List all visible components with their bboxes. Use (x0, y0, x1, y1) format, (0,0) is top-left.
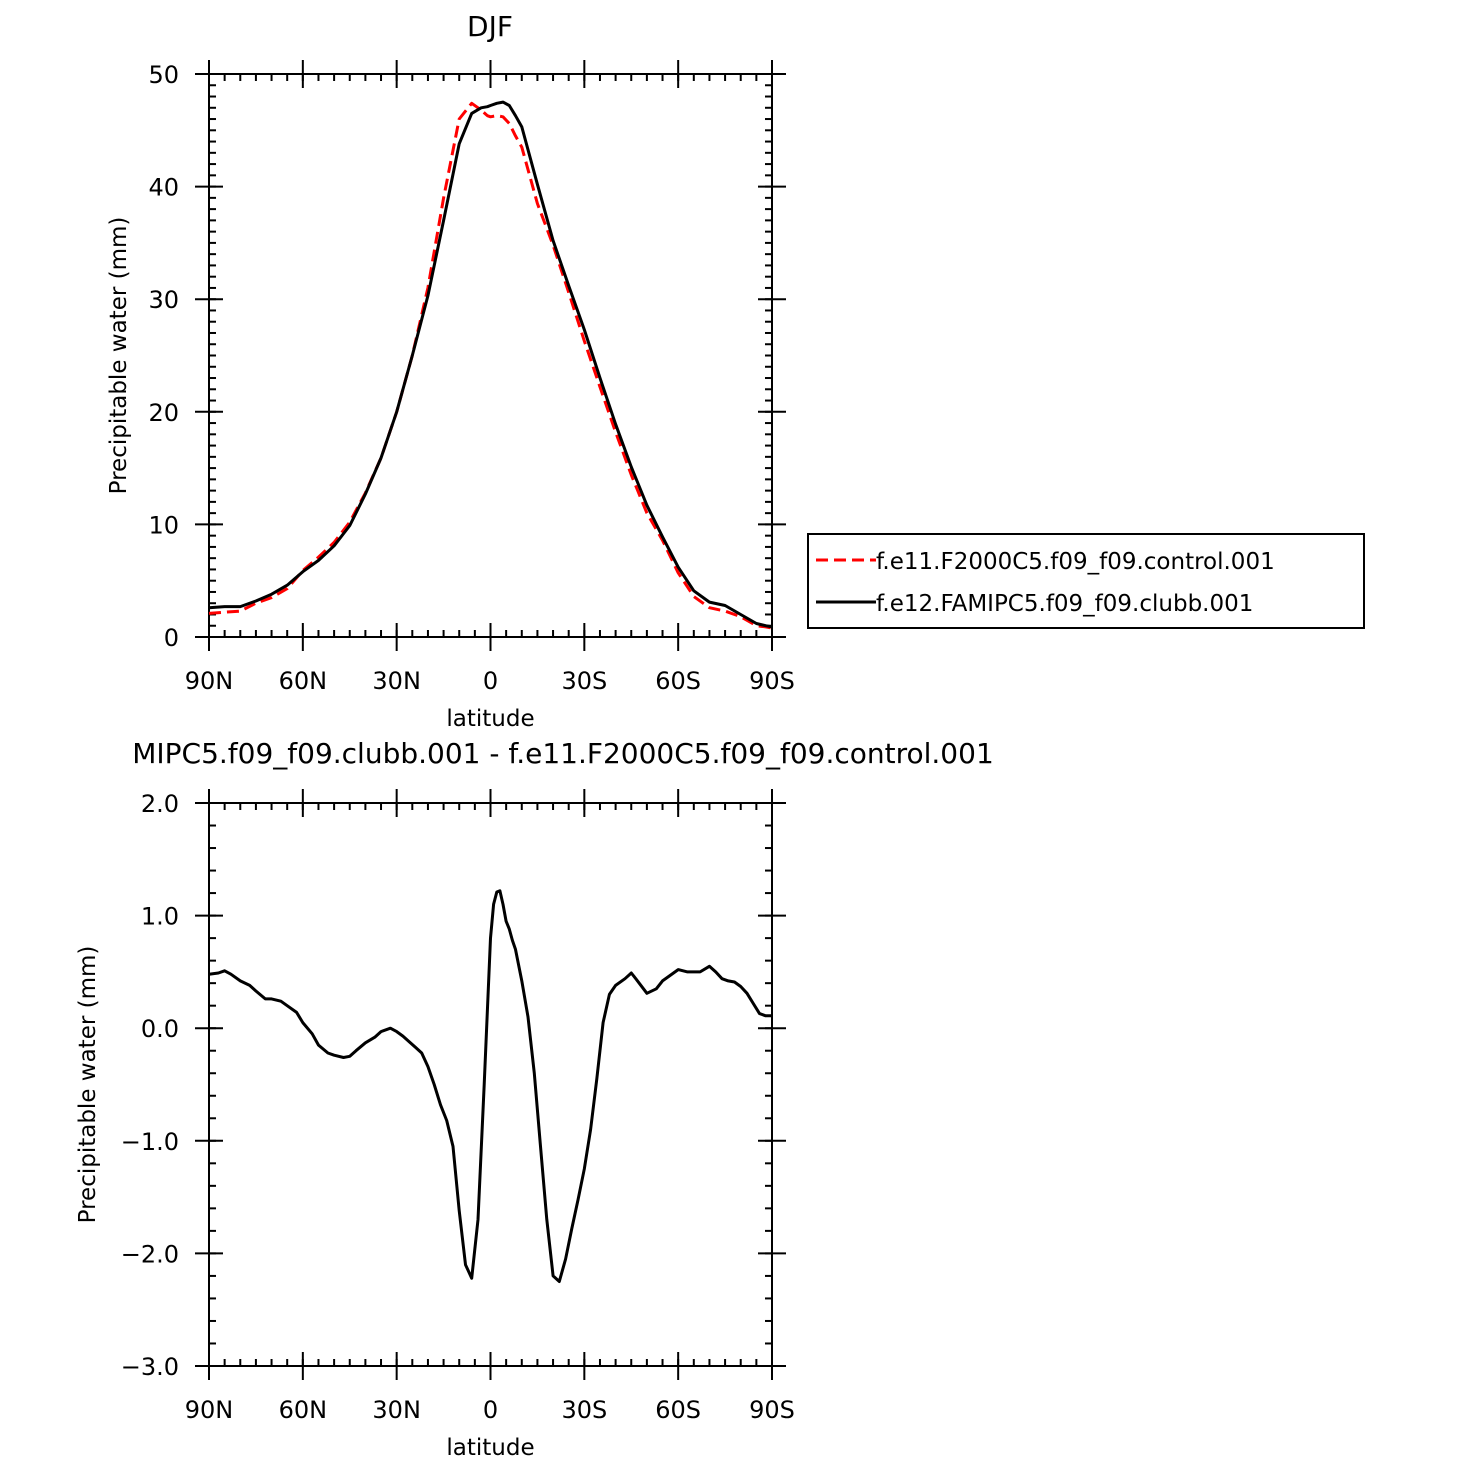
x-tick-label: 30N (372, 1396, 421, 1424)
x-tick-label: 90N (185, 1396, 234, 1424)
y-tick-label: −2.0 (121, 1240, 179, 1268)
y-tick-label: 50 (148, 61, 179, 89)
y-tick-label: 0.0 (141, 1015, 179, 1043)
y-tick-label: 30 (148, 286, 179, 314)
x-tick-label: 0 (483, 1396, 498, 1424)
chart-title: MIPC5.f09_f09.clubb.001 - f.e11.F2000C5.… (132, 737, 994, 770)
x-axis-label: latitude (446, 706, 534, 732)
series-line-0 (208, 889, 772, 1283)
y-axis-label: Precipitable water (mm) (106, 217, 132, 495)
plot-frame (208, 73, 773, 638)
x-tick-label: 60S (655, 667, 701, 695)
panel-djf: DJF 90N 60N 30N 0 30S 60S 90S 0 10 20 30 40 50 latitud… (106, 10, 1365, 732)
y-tick-label: −3.0 (121, 1353, 179, 1381)
y-tick-label: 40 (148, 174, 179, 202)
x-tick-label: 90N (185, 667, 234, 695)
legend: f.e11.F2000C5.f09_f09.control.001 f.e12.F… (807, 533, 1365, 629)
y-tick-label: 1.0 (141, 903, 179, 931)
legend-label-0: f.e11.F2000C5.f09_f09.control.001 (876, 549, 1275, 575)
y-tick-label: 20 (148, 399, 179, 427)
y-tick-label: 10 (148, 511, 179, 539)
plot-frame (208, 802, 773, 1367)
x-tick-label: 60S (655, 1396, 701, 1424)
chart-title: DJF (467, 10, 513, 43)
legend-label-1: f.e12.FAMIPC5.f09_f09.clubb.001 (876, 591, 1253, 617)
panel-difference: MIPC5.f09_f09.clubb.001 - f.e11.F2000C5.… (75, 737, 994, 1461)
x-tick-label: 30S (561, 667, 607, 695)
series-line-0 (208, 101, 773, 630)
y-tick-label: 2.0 (141, 790, 179, 818)
x-axis-label: latitude (446, 1435, 534, 1461)
x-tick-label: 60N (279, 1396, 328, 1424)
x-tick-label: 90S (749, 1396, 795, 1424)
series-line-1 (208, 100, 773, 629)
x-tick-label: 90S (749, 667, 795, 695)
legend-box (807, 533, 1365, 629)
x-tick-label: 30S (561, 1396, 607, 1424)
x-tick-label: 30N (372, 667, 421, 695)
x-tick-label: 0 (483, 667, 498, 695)
y-axis-label: Precipitable water (mm) (75, 946, 101, 1224)
y-tick-label: −1.0 (121, 1128, 179, 1156)
y-tick-label: 0 (164, 624, 179, 652)
x-tick-label: 60N (279, 667, 328, 695)
